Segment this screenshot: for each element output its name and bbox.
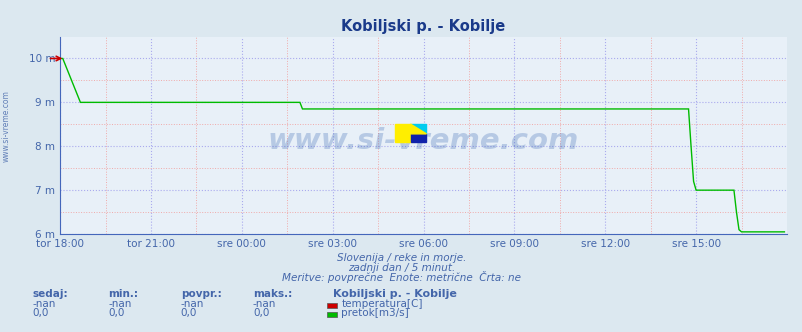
Text: -nan: -nan [180, 299, 204, 309]
Text: 0,0: 0,0 [180, 308, 196, 318]
Text: Kobiljski p. - Kobilje: Kobiljski p. - Kobilje [333, 289, 456, 299]
Bar [410, 124, 426, 134]
Text: www.si-vreme.com: www.si-vreme.com [268, 127, 578, 155]
Text: -nan: -nan [253, 299, 276, 309]
Text: 0,0: 0,0 [108, 308, 124, 318]
Text: zadnji dan / 5 minut.: zadnji dan / 5 minut. [347, 263, 455, 273]
Text: maks.:: maks.: [253, 289, 292, 299]
Title: Kobiljski p. - Kobilje: Kobiljski p. - Kobilje [341, 19, 505, 34]
Text: 0,0: 0,0 [32, 308, 48, 318]
Text: min.:: min.: [108, 289, 138, 299]
Text: Meritve: povprečne  Enote: metrične  Črta: ne: Meritve: povprečne Enote: metrične Črta:… [282, 271, 520, 283]
Text: www.si-vreme.com: www.si-vreme.com [2, 90, 11, 162]
Text: sedaj:: sedaj: [32, 289, 67, 299]
Text: pretok[m3/s]: pretok[m3/s] [341, 308, 408, 318]
Text: Slovenija / reke in morje.: Slovenija / reke in morje. [336, 253, 466, 263]
Text: 0,0: 0,0 [253, 308, 269, 318]
Text: temperatura[C]: temperatura[C] [341, 299, 422, 309]
Text: povpr.:: povpr.: [180, 289, 221, 299]
Bar [410, 134, 426, 142]
Polygon shape [410, 124, 426, 134]
Text: -nan: -nan [108, 299, 132, 309]
Bar [394, 124, 410, 142]
Text: -nan: -nan [32, 299, 55, 309]
